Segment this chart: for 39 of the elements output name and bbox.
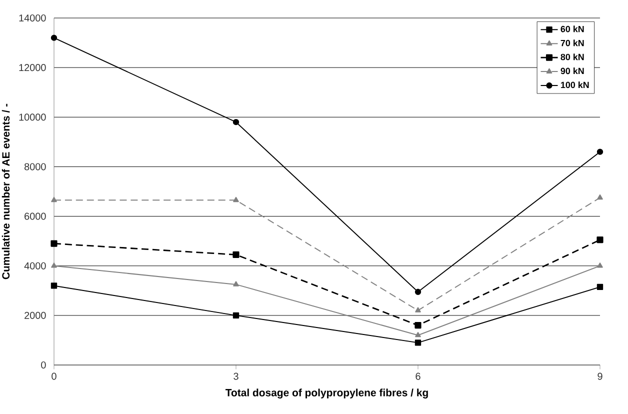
y-tick-label: 12000 — [19, 64, 46, 72]
x-tick-label: 6 — [416, 372, 420, 380]
point — [232, 312, 240, 319]
x-tick-label: 3 — [234, 372, 238, 380]
point — [415, 307, 421, 312]
point — [232, 251, 240, 258]
point — [232, 119, 240, 126]
point — [596, 284, 604, 290]
y-axis-title: Cumulative number of AE events / - — [2, 104, 10, 280]
point — [233, 196, 239, 202]
y-tick-label: 2000 — [24, 312, 46, 319]
point — [415, 332, 421, 338]
y-tick-label: 6000 — [24, 212, 46, 220]
x-axis-title: Total dosage of polypropylene fibres / kg — [226, 388, 428, 398]
y-tick-label: 8000 — [24, 163, 46, 170]
legend-label: 90 kN — [560, 68, 584, 74]
x-tick-label: 9 — [598, 372, 602, 380]
legend-label: 70 kN — [560, 40, 584, 46]
y-tick-label: 4000 — [24, 262, 46, 270]
point — [233, 281, 239, 286]
y-tick-label: 14000 — [19, 14, 46, 22]
point — [51, 196, 57, 202]
point — [596, 148, 604, 155]
y-tick-label: 0 — [41, 361, 46, 369]
point — [50, 240, 58, 247]
point — [414, 340, 422, 346]
point — [596, 236, 604, 244]
point — [414, 288, 422, 295]
legend-label: 100 kN — [561, 82, 589, 88]
point — [414, 322, 422, 329]
legend-label: 60 kN — [560, 26, 584, 32]
x-tick-label: 0 — [52, 372, 56, 380]
point — [597, 262, 603, 268]
point — [597, 194, 603, 200]
point — [51, 262, 57, 268]
legend-label: 80 kN — [560, 54, 584, 60]
point — [50, 34, 58, 41]
point — [50, 282, 58, 289]
y-tick-label: 10000 — [19, 114, 46, 121]
